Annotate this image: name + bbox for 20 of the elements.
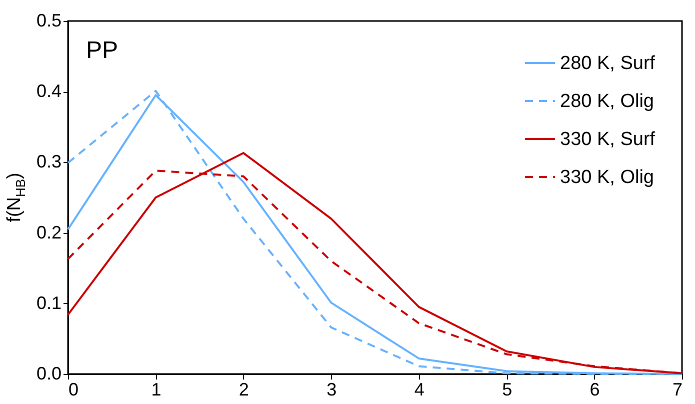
- y-tick-label: 0.3: [36, 152, 62, 172]
- x-tick-label: 7: [672, 380, 682, 400]
- legend-label: 280 K, Surf: [560, 53, 656, 74]
- x-tick-label: 1: [151, 380, 162, 400]
- y-tick-label: 0.2: [36, 222, 62, 242]
- legend-label: 280 K, Olig: [560, 91, 654, 112]
- legend-label: 330 K, Surf: [560, 129, 656, 150]
- x-tick-label: 0: [68, 380, 79, 400]
- y-tick-label: 0.4: [36, 81, 62, 102]
- y-tick-label: 0.0: [36, 364, 62, 384]
- y-tick-label: 0.5: [36, 10, 62, 30]
- x-tick-label: 2: [238, 380, 249, 400]
- x-tick-label: 3: [326, 380, 337, 400]
- x-tick-label: 4: [414, 380, 424, 400]
- legend-label: 330 K, Olig: [560, 167, 654, 188]
- y-axis-title: f(NHB): [4, 172, 28, 222]
- annotation: PP: [86, 37, 118, 64]
- y-tick-label: 0.1: [36, 292, 62, 313]
- x-tick-label: 6: [590, 380, 600, 400]
- x-tick-label: 5: [502, 380, 512, 400]
